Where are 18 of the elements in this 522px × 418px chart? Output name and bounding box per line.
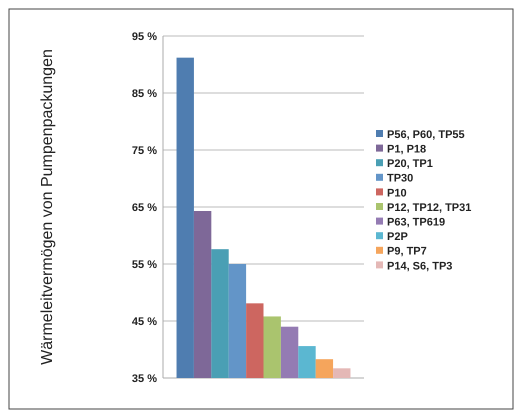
legend-label: P63, TP619	[387, 216, 446, 228]
legend-label: P20, TP1	[387, 158, 433, 170]
legend-label: P56, P60, TP55	[387, 128, 465, 141]
y-tick-label: 45 %	[132, 316, 158, 328]
y-tick-label: 75 %	[132, 144, 158, 157]
legend-label: P12, TP12, TP31	[387, 202, 472, 214]
y-tick-label: 95 %	[132, 30, 158, 43]
legend-label: P14, S6, TP3	[387, 260, 452, 272]
legend-label: P9, TP7	[387, 246, 427, 258]
y-tick-label: 55 %	[132, 258, 158, 271]
y-tick-label: 35 %	[132, 372, 158, 385]
legend-label: P1, P18	[387, 143, 426, 156]
y-tick-label: 65 %	[132, 202, 158, 214]
legend-label: P10	[387, 187, 407, 200]
y-axis-title: Wärmeleitvermögen von Pumpenpackungen	[39, 49, 56, 365]
y-tick-label: 85 %	[132, 88, 158, 100]
legend-label: TP30	[387, 172, 414, 185]
legend-label: P2P	[387, 231, 408, 244]
